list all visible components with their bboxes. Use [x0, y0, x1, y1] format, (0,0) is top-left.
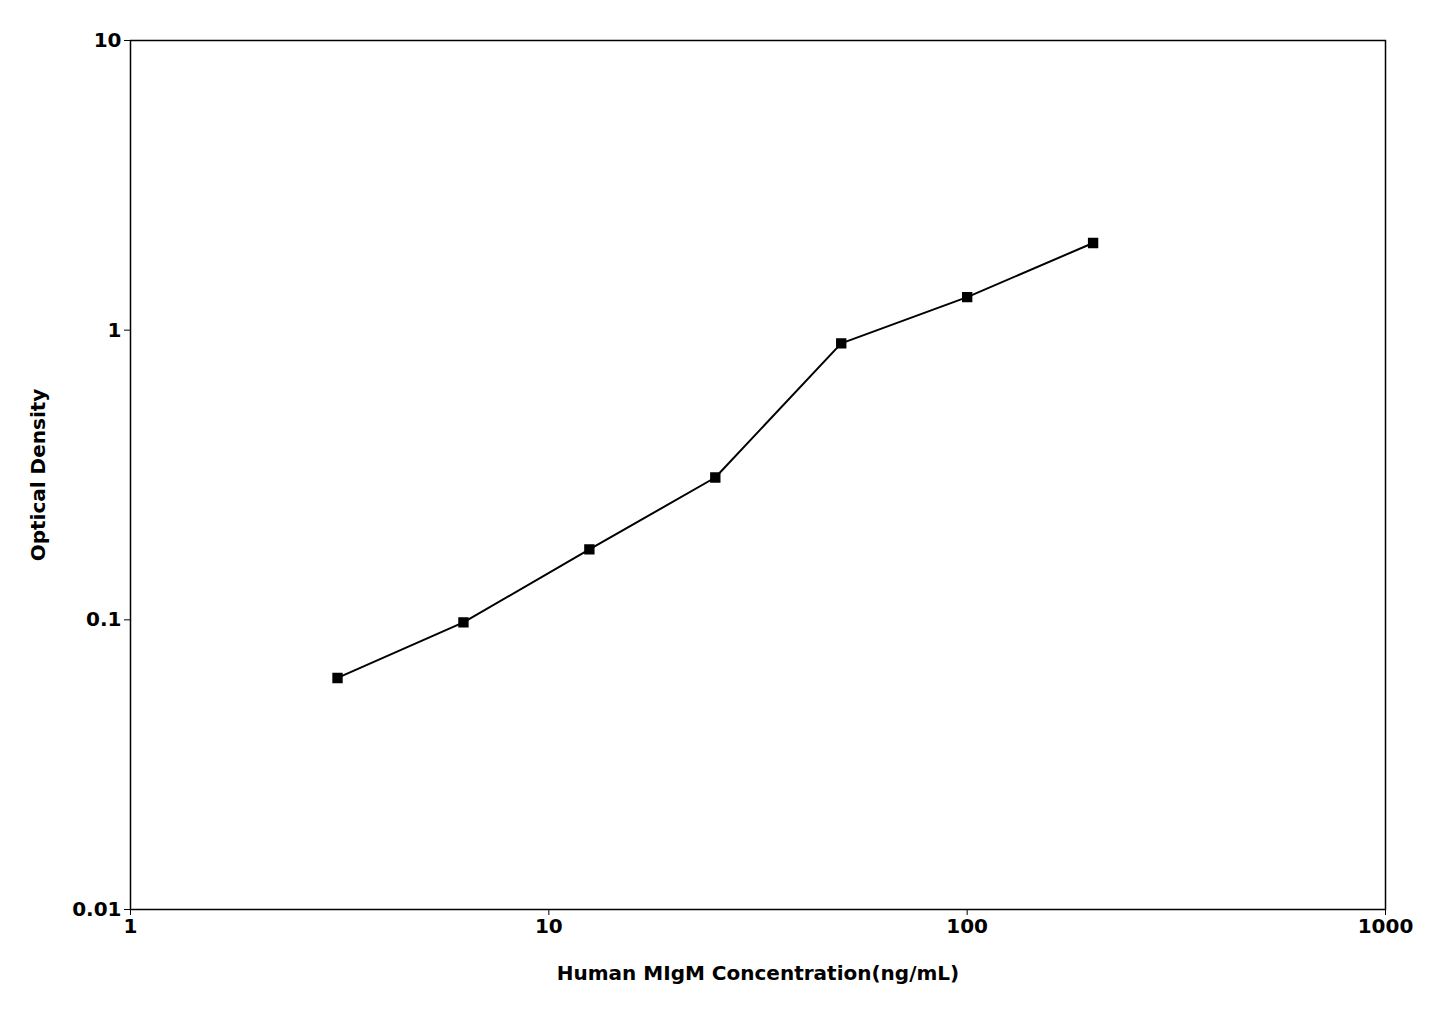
svg-text:Optical Density: Optical Density — [26, 389, 50, 562]
svg-text:1: 1 — [108, 318, 122, 342]
svg-text:10: 10 — [94, 28, 122, 52]
svg-text:Human MIgM Concentration(ng/mL: Human MIgM Concentration(ng/mL) — [557, 961, 959, 985]
svg-text:1: 1 — [124, 914, 138, 938]
svg-text:0.1: 0.1 — [86, 607, 121, 631]
svg-text:100: 100 — [946, 914, 988, 938]
svg-text:1000: 1000 — [1358, 914, 1414, 938]
svg-text:0.01: 0.01 — [72, 897, 121, 921]
svg-text:10: 10 — [535, 914, 563, 938]
